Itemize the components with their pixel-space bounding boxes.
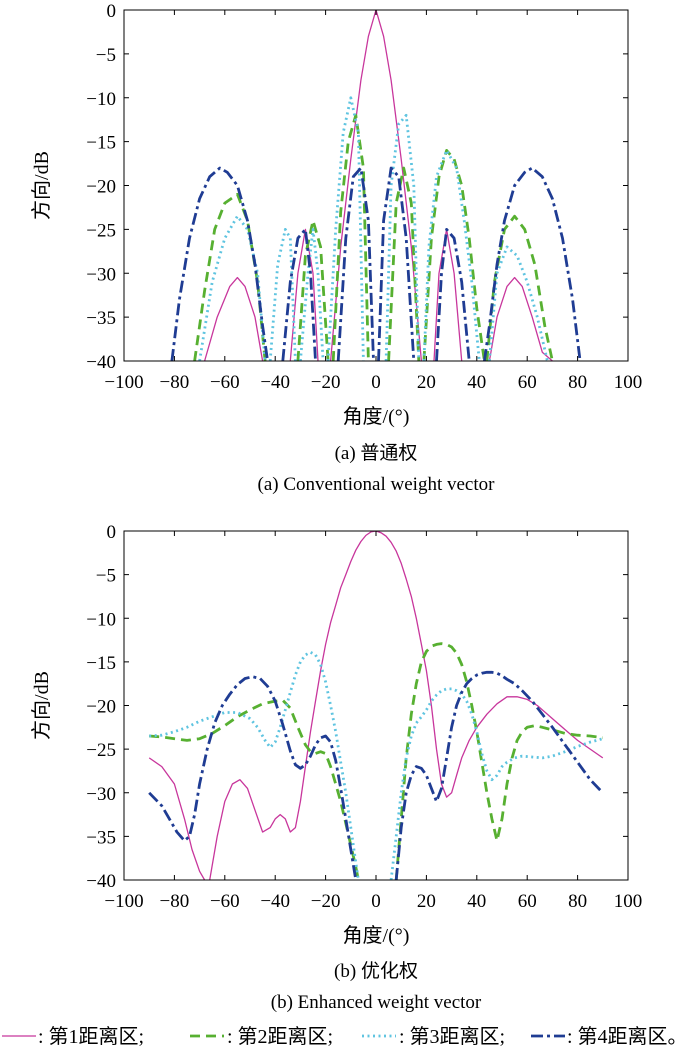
series-4-lobe-4 [377,166,416,361]
series-2-lobe-2 [394,642,603,880]
series-2-lobe-3 [331,113,370,361]
x-tick-label: −40 [260,891,290,912]
plot-frame [123,530,629,881]
y-axis-label: 方向/dB [30,671,53,740]
series-3-lobe-7 [488,245,549,361]
series-1-lobe-4 [433,228,463,361]
series-2-lobe-2 [296,219,330,361]
series-3-lobe-5 [384,113,421,361]
series-3-lobe-2 [389,687,604,880]
plot-frame [123,9,629,362]
series-2-lobe-1 [193,192,267,361]
x-axis-label: 角度/(°) [343,405,410,428]
y-tick-label: −20 [86,697,116,718]
series-1-lobe-2 [209,531,604,880]
x-tick-label: −60 [210,891,240,912]
series-3-lobe-1 [149,650,360,880]
y-tick-label: −20 [86,177,116,198]
legend-label-2: : 第2距离区; [227,1025,333,1048]
legend-label-1: : 第1距离区; [38,1025,144,1048]
x-tick-label: 20 [417,372,436,393]
series-4-lobe-2 [394,670,604,880]
y-tick-label: −10 [86,89,116,110]
series-1-lobe-5 [488,276,553,361]
series-4-lobe-1 [170,166,269,361]
y-tick-label: −10 [86,609,116,630]
x-tick-label: 60 [518,372,537,393]
series-group [170,10,582,361]
series-1-lobe-2 [289,228,319,361]
x-tick-label: 0 [371,891,381,912]
y-tick-label: −15 [86,653,116,674]
x-axis-label: 角度/(°) [343,924,410,947]
x-tick-label: 40 [467,891,486,912]
series-4-lobe-3 [336,166,375,361]
x-tick-label: −20 [311,372,341,393]
y-tick-label: −25 [86,220,116,241]
series-4-lobe-2 [281,228,317,361]
legend: : 第1距离区; : 第2距离区; : 第3距离区; : 第4距离区。 [2,1025,688,1048]
y-tick-label: −30 [86,264,116,285]
series-4-lobe-6 [483,166,582,361]
y-tick-label: −15 [86,133,116,154]
legend-label-4: : 第4距离区。 [567,1025,688,1048]
x-tick-label: −80 [160,891,190,912]
x-tick-label: 80 [568,891,587,912]
series-2-lobe-5 [422,149,486,361]
caption-en: (a) Conventional weight vector [258,474,496,495]
series-4-lobe-1 [148,675,358,880]
series-2-lobe-4 [387,166,421,361]
x-tick-label: −100 [104,891,143,912]
x-tick-label: 40 [467,372,486,393]
y-tick-label: −5 [96,566,116,587]
series-1-lobe-1 [148,757,206,880]
caption-cn: (a) 普通权 [335,442,418,464]
series-2-lobe-1 [149,698,360,880]
y-tick-label: −35 [86,308,116,329]
chart-a-conventional: −100 −80 −60 −40 −20 0 20 40 60 80 100 0 −5 −10 −15 −20… [30,1,642,495]
x-tick-label: 60 [518,891,537,912]
y-tick-label: 0 [107,1,117,22]
series-1-lobe-3 [329,10,423,361]
y-tick-label: 0 [107,522,117,543]
x-tick-label: −40 [260,372,290,393]
series-3-lobe-1 [198,214,267,361]
y-tick-label: −25 [86,740,116,761]
y-tick-label: −30 [86,784,116,805]
y-tick-label: −40 [86,352,116,373]
y-tick-label: −5 [96,45,116,66]
x-tick-label: 100 [614,372,643,393]
legend-label-3: : 第3距离区; [399,1025,505,1048]
caption-en: (b) Enhanced weight vector [271,992,482,1013]
x-tick-label: −80 [160,372,190,393]
y-tick-label: −35 [86,827,116,848]
x-tick-label: −100 [104,372,143,393]
x-tick-label: 0 [371,372,381,393]
series-4-lobe-5 [435,228,471,361]
y-axis-label: 方向/dB [30,151,53,220]
y-tick-label: −40 [86,871,116,892]
caption-cn: (b) 优化权 [334,960,418,982]
series-3-lobe-2 [268,228,297,361]
series-3-lobe-3 [299,228,325,361]
chart-b-enhanced: −100 −80 −60 −40 −20 0 20 40 60 80 100 0 −5 −10 −15 −20… [30,522,642,1013]
x-tick-label: 20 [417,891,436,912]
series-group [148,531,604,880]
series-1-lobe-1 [203,276,264,361]
x-tick-label: −20 [311,891,341,912]
x-tick-label: −60 [210,372,240,393]
x-tick-label: 80 [568,372,587,393]
x-tick-label: 100 [614,891,643,912]
